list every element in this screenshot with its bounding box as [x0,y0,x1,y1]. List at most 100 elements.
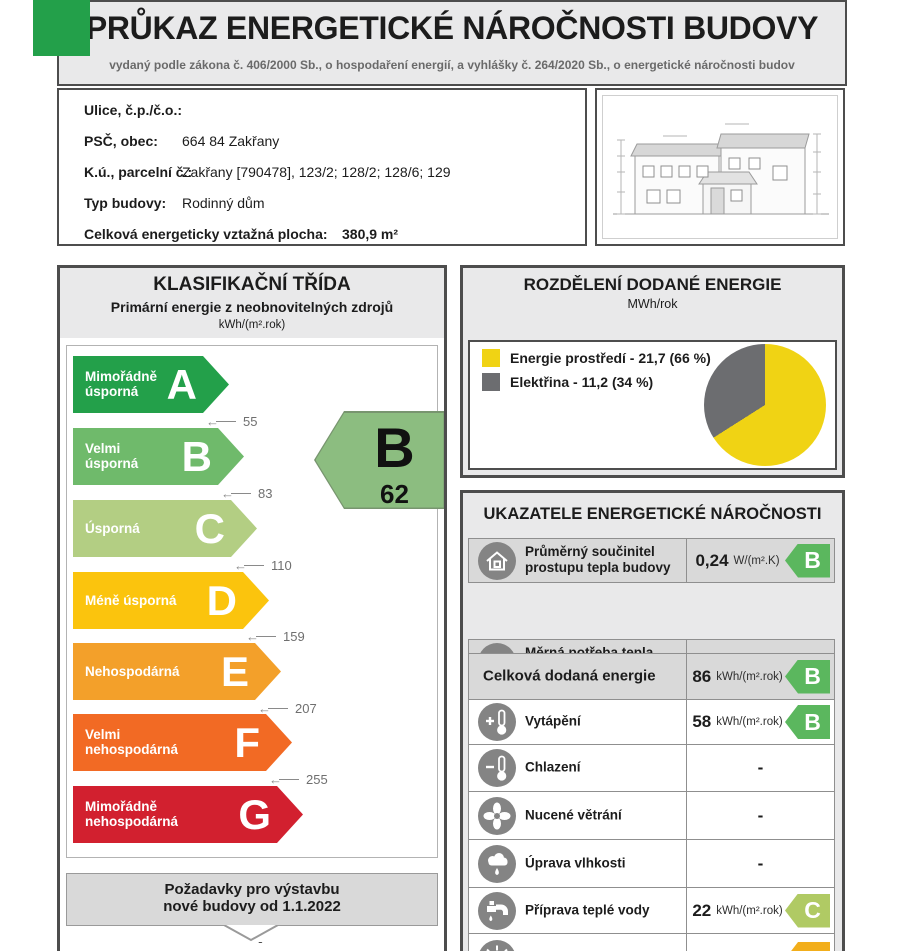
indicator-label: Vytápění [525,713,581,729]
indicator-row-cooling: Chlazení - [469,744,834,791]
class-label: Velmi úsporná [85,440,139,472]
info-value: Rodinný dům [182,195,265,211]
indicator-row-total-energy: Celková dodaná energie 86 kWh/(m².rok) B [469,654,834,699]
class-arrow-e: Nehospodárná E [73,643,281,700]
classification-panel: KLASIFIKAČNÍ TŘÍDA Primární energie z ne… [57,265,447,951]
class-label: Mimořádně úsporná [85,368,158,400]
left-arrow-icon: ← [206,414,219,429]
drawing-frame [602,95,838,239]
indicator-value: - [757,758,764,777]
indicator-row-humidity: Úprava vlhkosti - [469,839,834,887]
penb-accent-square [33,0,90,56]
class-label: Úsporná [85,520,140,536]
class-arrow-f: Velmi nehospodárná F [73,714,292,771]
pie-legend: Energie prostředí - 21,7 (66 %) Elektřin… [482,349,711,397]
left-arrow-icon: ← [234,558,247,573]
indicator-row-ventilation: Nucené větrání - [469,791,834,839]
threshold-marker: ← 83 [221,487,272,501]
distribution-panel: ROZDĚLENÍ DODANÉ ENERGIE MWh/rok Energie… [460,265,845,478]
info-label: K.ú., parcelní č.: [84,164,193,180]
clipped-text-fragment: ˇ [240,942,280,951]
indicator-label: Nucené větrání [525,807,622,823]
classification-subtitle: Primární energie z neobnovitelných zdroj… [110,299,394,315]
info-label: Ulice, č.p./č.o.: [84,102,183,118]
class-letter: E [220,647,249,695]
class-badge [785,942,830,951]
legend-swatch [482,373,500,391]
class-label: Nehospodárná [85,663,180,679]
class-arrow-d: Méně úsporná D [73,572,269,629]
building-drawing-box [595,88,845,246]
class-label: Méně úsporná [85,592,177,608]
threshold-value: 83 [258,486,273,501]
left-arrow-icon: ← [246,629,259,644]
header-box: PRŮKAZ ENERGETICKÉ NÁROČNOSTI BUDOVY vyd… [57,0,847,86]
indicator-label: Chlazení [525,759,581,775]
indicator-row-heating: Vytápění 58 kWh/(m².rok) B [469,699,834,744]
rating-arrow-fill: B 62 [315,412,444,509]
indicator-label: Celková dodaná energie [483,667,656,685]
chevron-down-icon [223,925,279,942]
left-arrow-icon: ← [221,486,234,501]
class-letter: D [206,576,237,624]
indicator-value-cell [686,934,834,951]
rating-arrow: B 62 [314,411,444,509]
info-value: Zakřany [790478], 123/2; 128/2; 128/6; 1… [182,164,451,180]
building-info-box: Ulice, č.p./č.o.: PSČ, obec: 664 84 Zakř… [57,88,587,246]
legend-label: Energie prostředí - 21,7 (66 %) [510,350,711,366]
class-arrow-g: Mimořádně nehospodárná G [73,786,303,843]
indicator-value-cell: - [686,745,834,791]
indicator-value-cell: - [686,840,834,887]
rating-value: 62 [380,478,409,509]
heating-icon [478,703,516,741]
indicator-label: Průměrný součinitel prostupu tepla budov… [525,543,671,576]
distribution-chart-box: Energie prostředí - 21,7 (66 %) Elektřin… [468,340,837,470]
legend-label: Elektřina - 11,2 (34 %) [510,374,654,390]
class-letter: G [238,790,271,838]
indicator-value-cell: 22 kWh/(m².rok) [686,888,834,933]
info-area-value: 380,9 m² [342,226,399,242]
info-label: Typ budovy: [84,195,167,211]
info-area-label: Celková energeticky vztažná plocha: [84,226,328,242]
threshold-marker: ← 55 [206,415,257,429]
indicator-value: - [757,853,764,873]
building-elevation-drawing [613,123,829,215]
threshold-marker: ← 159 [246,630,305,644]
threshold-value: 55 [243,414,258,429]
indicator-value: - [757,805,764,825]
threshold-value: 110 [271,558,292,573]
page-title: PRŮKAZ ENERGETICKÉ NÁROČNOSTI BUDOVY [85,10,819,46]
distribution-title: ROZDĚLENÍ DODANÉ ENERGIE [523,275,782,294]
class-label: Mimořádně nehospodárná [85,798,179,830]
legend-item: Energie prostředí - 21,7 (66 %) [482,349,711,367]
indicator-label: Příprava teplé vody [525,902,650,918]
legend-item: Elektřina - 11,2 (34 %) [482,373,711,391]
classification-header: KLASIFIKAČNÍ TŘÍDA Primární energie z ne… [60,268,444,338]
threshold-marker: ← 255 [269,773,328,787]
indicator-unit: W/(m².K) [733,554,780,567]
class-letter: B [181,432,212,480]
indicator-row-hot-water: Příprava teplé vody 22 kWh/(m².rok) C [469,887,834,933]
classification-title: KLASIFIKAČNÍ TŘÍDA [153,274,351,295]
ventilation-icon [478,796,516,835]
classification-scale-box: Mimořádně úsporná A ← 55 Velmi úsporná B … [66,345,444,858]
classification-unit: kWh/(m².rok) [218,319,286,331]
indicator-unit: kWh/(m².rok) [716,716,783,728]
rating-class-letter: B [374,415,415,479]
info-area-row: Celková energeticky vztažná plocha: 380,… [84,226,398,244]
left-arrow-icon: ← [258,701,271,716]
requirements-note: Požadavky pro výstavbu nové budovy od 1.… [66,873,438,926]
class-letter: A [166,360,197,408]
threshold-marker: ← 110 [234,559,292,573]
indicator-value: 22 [692,900,712,920]
hot-water-icon [478,891,516,930]
indicator-value: 0,24 [695,550,729,570]
page-subtitle: vydaný podle zákona č. 406/2000 Sb., o h… [109,58,795,72]
house-icon [478,541,516,580]
class-arrow-a: Mimořádně úsporná A [73,356,229,413]
threshold-marker: ← 207 [258,702,317,716]
pie-chart [704,344,826,466]
indicator-value-cell: 86 kWh/(m².rok) [686,654,834,699]
threshold-value: 207 [295,701,317,716]
